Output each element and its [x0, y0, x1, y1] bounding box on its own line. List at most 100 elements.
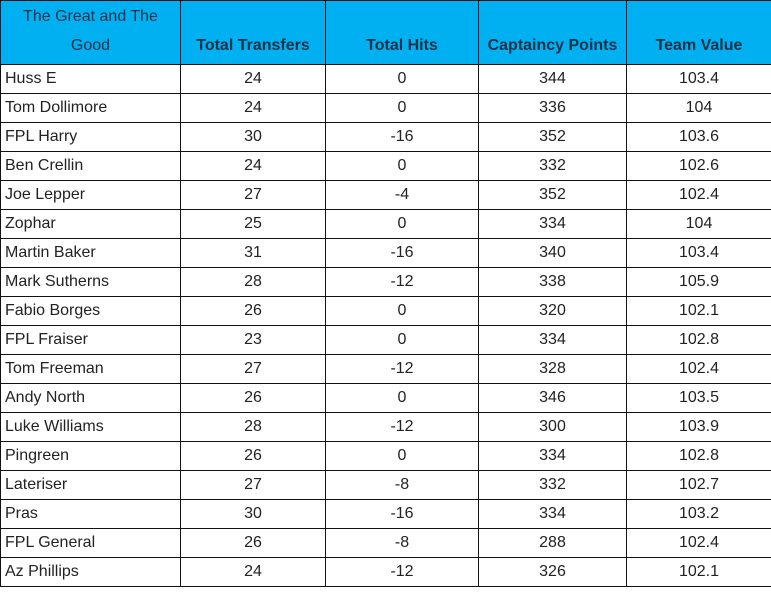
total-hits-cell: -16	[325, 122, 479, 152]
table-row: Andy North 26 0 346 103.5	[0, 383, 771, 413]
table-row: Az Phillips 24 -12 326 102.1	[0, 557, 771, 587]
manager-name-cell: Pingreen	[0, 441, 181, 471]
team-value-cell: 103.4	[626, 64, 771, 94]
total-hits-cell: -12	[325, 557, 479, 587]
team-value-cell: 103.6	[626, 122, 771, 152]
team-value-cell: 102.8	[626, 325, 771, 355]
captaincy-points-cell: 352	[478, 122, 627, 152]
team-value-cell: 102.8	[626, 441, 771, 471]
captaincy-points-cell: 320	[478, 296, 627, 326]
total-transfers-cell: 23	[180, 325, 326, 355]
team-value-cell: 102.4	[626, 180, 771, 210]
total-hits-cell: -12	[325, 267, 479, 297]
manager-name-cell: Huss E	[0, 64, 181, 94]
manager-name-cell: Martin Baker	[0, 238, 181, 268]
header-total-hits: Total Hits	[325, 0, 479, 65]
total-transfers-cell: 30	[180, 122, 326, 152]
captaincy-points-cell: 340	[478, 238, 627, 268]
total-transfers-cell: 30	[180, 499, 326, 529]
manager-name-cell: Tom Freeman	[0, 354, 181, 384]
table-row: Fabio Borges 26 0 320 102.1	[0, 296, 771, 326]
manager-name-cell: FPL General	[0, 528, 181, 558]
header-row: The Great and The Good Total Transfers Tot…	[0, 0, 771, 65]
total-transfers-cell: 26	[180, 528, 326, 558]
team-value-cell: 102.1	[626, 557, 771, 587]
team-value-cell: 103.9	[626, 412, 771, 442]
captaincy-points-cell: 300	[478, 412, 627, 442]
team-value-cell: 103.2	[626, 499, 771, 529]
manager-name-cell: Lateriser	[0, 470, 181, 500]
captaincy-points-cell: 332	[478, 151, 627, 181]
captaincy-points-cell: 288	[478, 528, 627, 558]
total-hits-cell: 0	[325, 383, 479, 413]
total-transfers-cell: 26	[180, 383, 326, 413]
table-row: Tom Dollimore 24 0 336 104	[0, 93, 771, 123]
manager-name-cell: FPL Harry	[0, 122, 181, 152]
table-row: Pingreen 26 0 334 102.8	[0, 441, 771, 471]
total-hits-cell: -8	[325, 528, 479, 558]
manager-name-cell: Joe Lepper	[0, 180, 181, 210]
captaincy-points-cell: 346	[478, 383, 627, 413]
table-row: Lateriser 27 -8 332 102.7	[0, 470, 771, 500]
total-hits-cell: -16	[325, 238, 479, 268]
table-row: Mark Sutherns 28 -12 338 105.9	[0, 267, 771, 297]
table-row: Huss E 24 0 344 103.4	[0, 64, 771, 94]
table-row: FPL General 26 -8 288 102.4	[0, 528, 771, 558]
manager-name-cell: Andy North	[0, 383, 181, 413]
captaincy-points-cell: 332	[478, 470, 627, 500]
captaincy-points-cell: 336	[478, 93, 627, 123]
team-value-cell: 102.4	[626, 528, 771, 558]
manager-name-cell: Pras	[0, 499, 181, 529]
team-value-cell: 104	[626, 209, 771, 239]
total-transfers-cell: 28	[180, 412, 326, 442]
total-hits-cell: -4	[325, 180, 479, 210]
manager-name-cell: Mark Sutherns	[0, 267, 181, 297]
total-hits-cell: 0	[325, 325, 479, 355]
total-hits-cell: 0	[325, 296, 479, 326]
header-total-transfers: Total Transfers	[180, 0, 326, 65]
total-transfers-cell: 24	[180, 151, 326, 181]
team-value-cell: 104	[626, 93, 771, 123]
captaincy-points-cell: 334	[478, 325, 627, 355]
captaincy-points-cell: 334	[478, 209, 627, 239]
total-transfers-cell: 24	[180, 64, 326, 94]
manager-name-cell: Ben Crellin	[0, 151, 181, 181]
table-row: Martin Baker 31 -16 340 103.4	[0, 238, 771, 268]
manager-name-cell: Tom Dollimore	[0, 93, 181, 123]
total-hits-cell: 0	[325, 209, 479, 239]
captaincy-points-cell: 352	[478, 180, 627, 210]
total-transfers-cell: 26	[180, 296, 326, 326]
manager-name-cell: Luke Williams	[0, 412, 181, 442]
table-row: Pras 30 -16 334 103.2	[0, 499, 771, 529]
table-row: Zophar 25 0 334 104	[0, 209, 771, 239]
manager-name-cell: Fabio Borges	[0, 296, 181, 326]
team-value-cell: 102.4	[626, 354, 771, 384]
total-transfers-cell: 31	[180, 238, 326, 268]
manager-name-cell: Zophar	[0, 209, 181, 239]
total-transfers-cell: 27	[180, 470, 326, 500]
captaincy-points-cell: 344	[478, 64, 627, 94]
table-row: Tom Freeman 27 -12 328 102.4	[0, 354, 771, 384]
total-hits-cell: 0	[325, 64, 479, 94]
team-value-cell: 102.6	[626, 151, 771, 181]
total-hits-cell: 0	[325, 151, 479, 181]
captaincy-points-cell: 326	[478, 557, 627, 587]
total-hits-cell: -8	[325, 470, 479, 500]
table-row: FPL Harry 30 -16 352 103.6	[0, 122, 771, 152]
captaincy-points-cell: 334	[478, 441, 627, 471]
total-transfers-cell: 27	[180, 180, 326, 210]
total-transfers-cell: 25	[180, 209, 326, 239]
total-hits-cell: 0	[325, 441, 479, 471]
total-transfers-cell: 24	[180, 557, 326, 587]
total-hits-cell: -12	[325, 412, 479, 442]
captaincy-points-cell: 328	[478, 354, 627, 384]
table-row: Luke Williams 28 -12 300 103.9	[0, 412, 771, 442]
table-row: FPL Fraiser 23 0 334 102.8	[0, 325, 771, 355]
captaincy-points-cell: 338	[478, 267, 627, 297]
total-hits-cell: -12	[325, 354, 479, 384]
header-captaincy-points: Captaincy Points	[478, 0, 627, 65]
manager-name-cell: FPL Fraiser	[0, 325, 181, 355]
header-name: The Great and The Good	[0, 0, 181, 65]
team-value-cell: 105.9	[626, 267, 771, 297]
